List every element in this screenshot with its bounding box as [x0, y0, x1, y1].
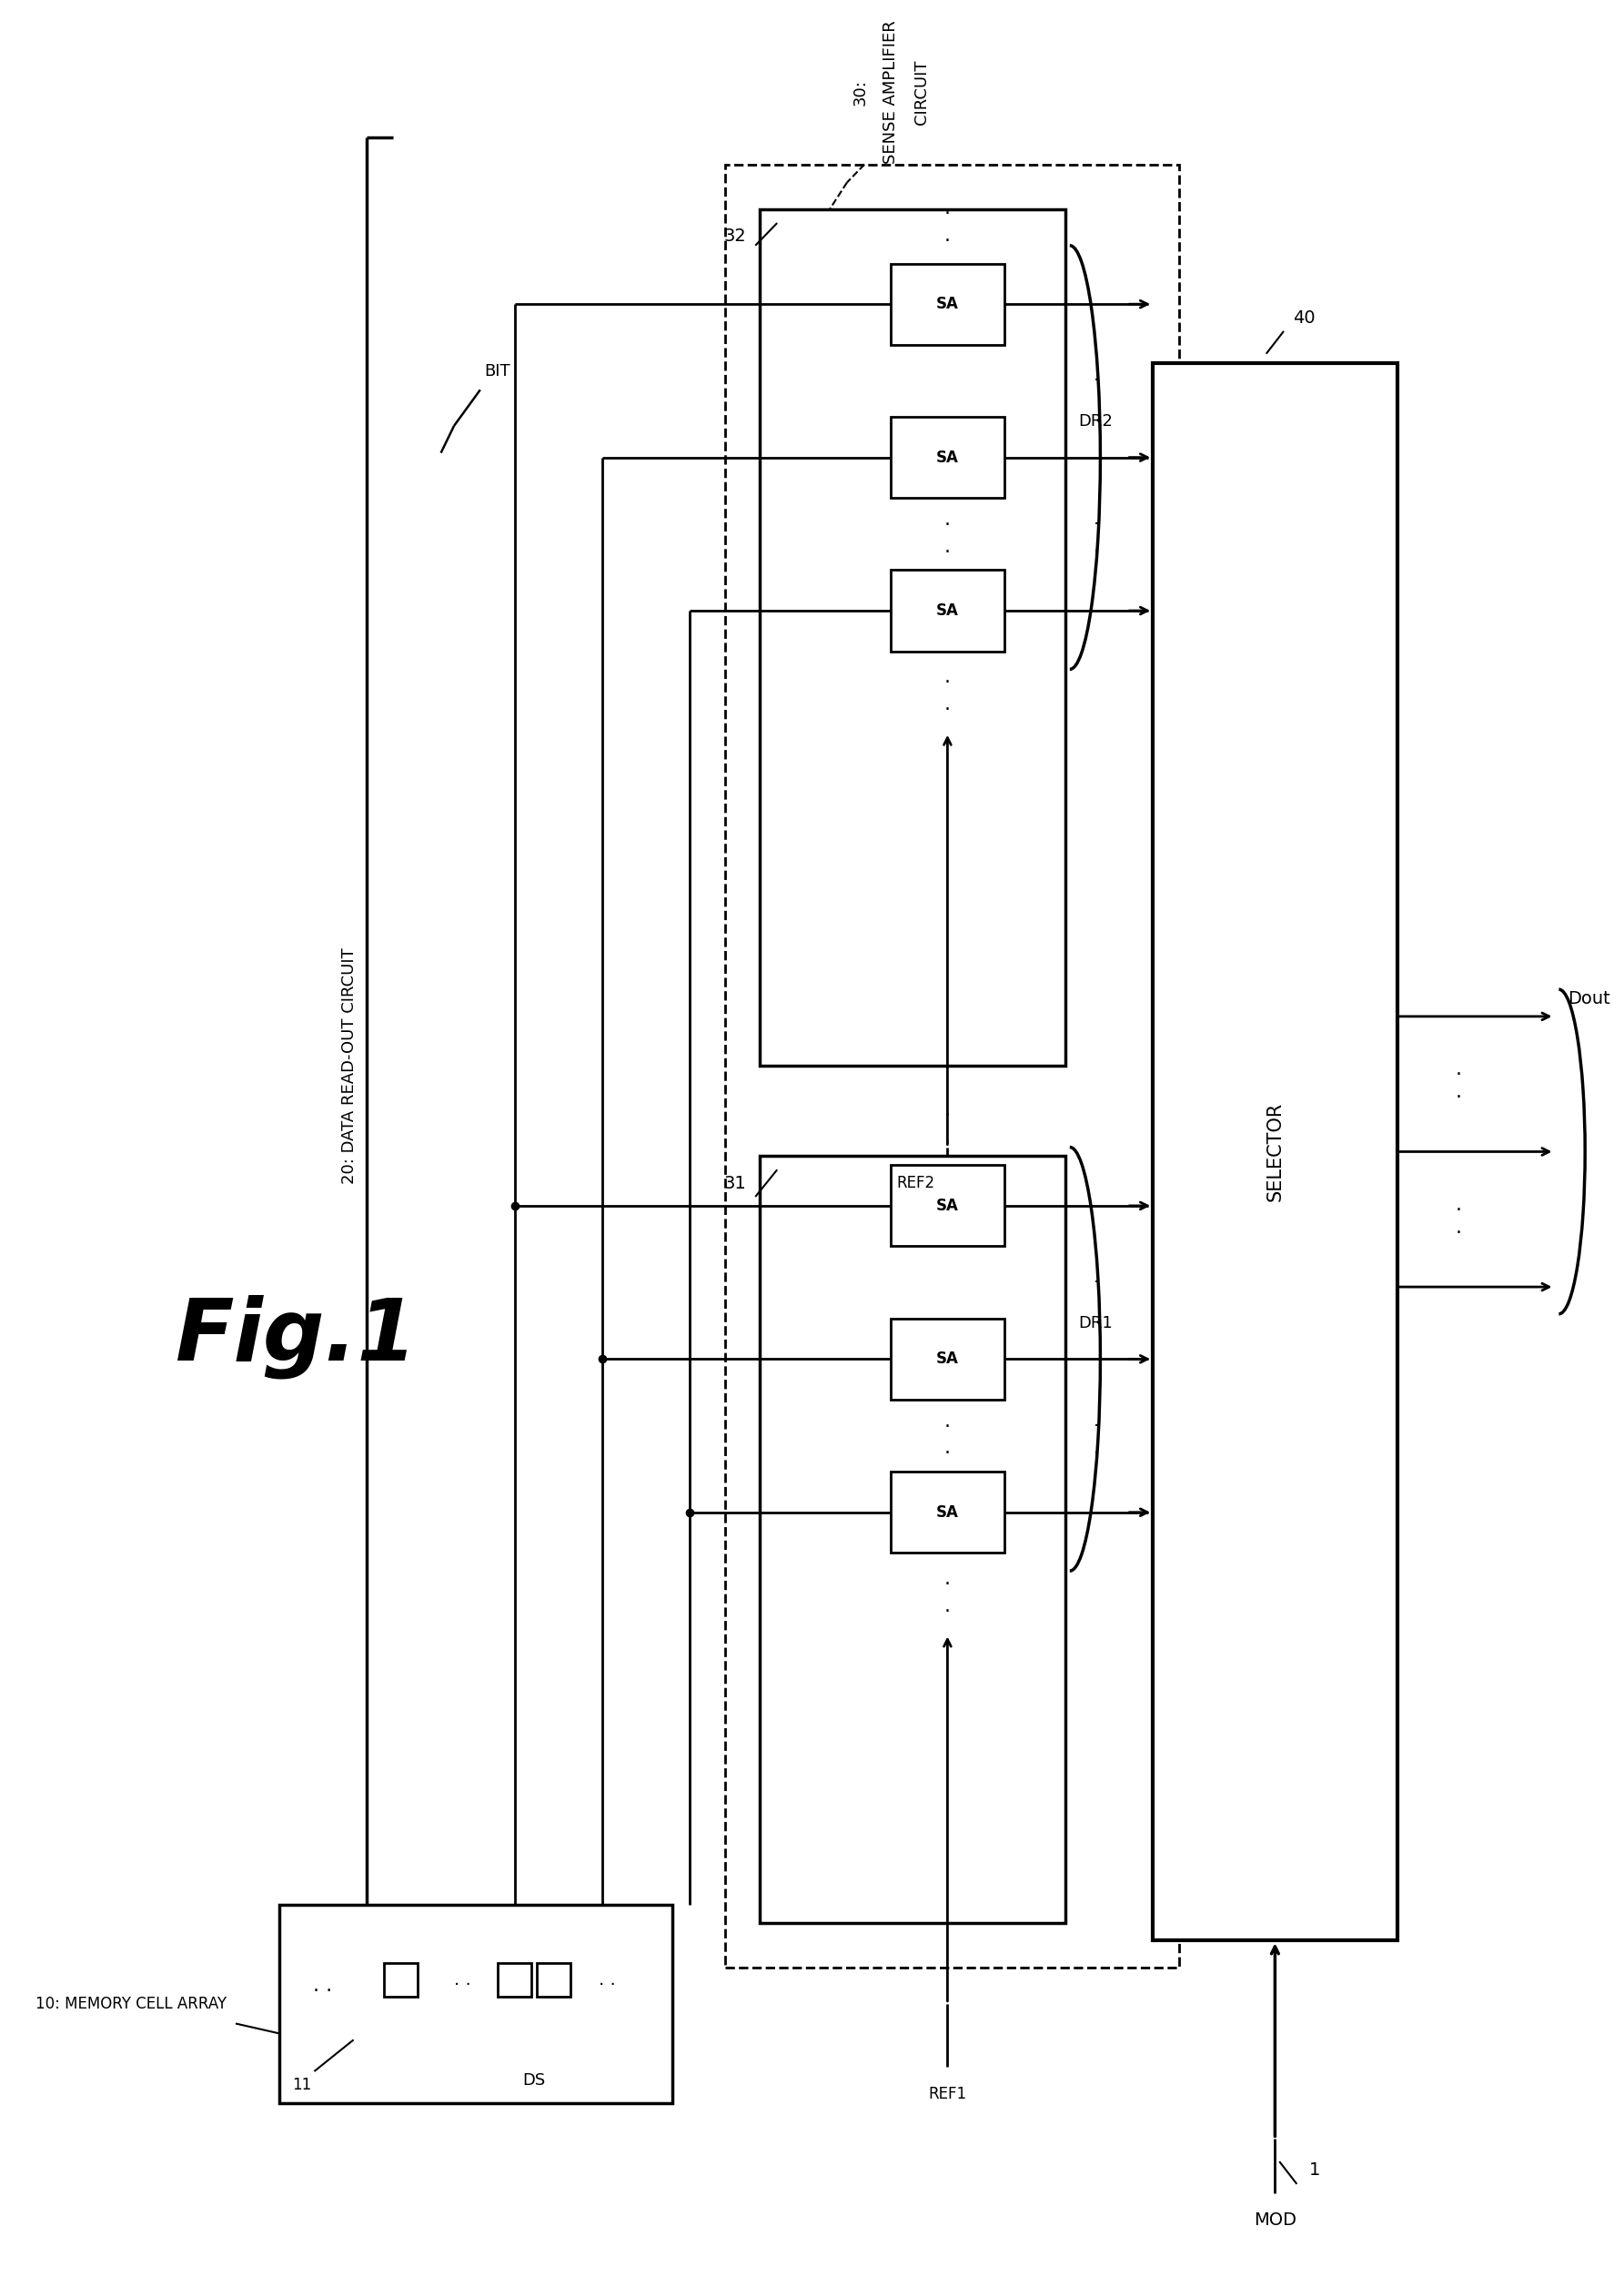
Text: ·: · [1093, 1274, 1099, 1292]
FancyBboxPatch shape [760, 1157, 1065, 1923]
Text: ·: · [1455, 1089, 1462, 1107]
Text: ·: · [601, 1352, 604, 1368]
Text: ·: · [687, 1505, 692, 1521]
Text: 1: 1 [1309, 2161, 1320, 2180]
Text: REF1: REF1 [929, 2086, 966, 2102]
Text: . .: . . [455, 1971, 471, 1987]
FancyBboxPatch shape [538, 1962, 570, 1997]
Text: ·: · [1455, 1066, 1462, 1084]
Text: ·: · [1455, 1201, 1462, 1219]
Text: SA: SA [935, 1505, 958, 1521]
Text: DR1: DR1 [1078, 1315, 1112, 1331]
FancyBboxPatch shape [497, 1962, 531, 1997]
Text: . .: . . [598, 1971, 615, 1987]
FancyBboxPatch shape [890, 1473, 1004, 1553]
Text: SENSE AMPLIFIER: SENSE AMPLIFIER [882, 21, 900, 165]
Text: 11: 11 [292, 2077, 312, 2093]
Text: ·: · [944, 1418, 950, 1436]
FancyBboxPatch shape [385, 1962, 417, 1997]
FancyBboxPatch shape [890, 416, 1004, 499]
Text: ·: · [944, 231, 950, 249]
Text: . .: . . [313, 1976, 333, 1994]
Text: ·: · [944, 1107, 950, 1125]
FancyBboxPatch shape [890, 1320, 1004, 1400]
Text: BIT: BIT [484, 364, 510, 380]
Text: ·: · [1093, 544, 1099, 560]
Text: SA: SA [935, 448, 958, 467]
Text: ·: · [1093, 1418, 1099, 1436]
FancyBboxPatch shape [890, 569, 1004, 652]
Text: ·: · [944, 1603, 950, 1621]
Text: 20: DATA READ-OUT CIRCUIT: 20: DATA READ-OUT CIRCUIT [341, 947, 357, 1185]
FancyBboxPatch shape [1153, 364, 1397, 1942]
Text: ·: · [1093, 517, 1099, 533]
FancyBboxPatch shape [890, 1164, 1004, 1246]
Text: ·: · [944, 700, 950, 718]
Text: 30:: 30: [853, 80, 869, 105]
Text: DR2: DR2 [1078, 414, 1112, 430]
Text: SA: SA [935, 1198, 958, 1214]
Text: 31: 31 [724, 1176, 747, 1192]
Text: DS: DS [523, 2072, 546, 2088]
FancyBboxPatch shape [890, 263, 1004, 345]
Text: ·: · [944, 1576, 950, 1594]
Text: Fig.1: Fig.1 [174, 1294, 417, 1379]
Text: ·: · [944, 517, 950, 535]
Text: Dout: Dout [1567, 990, 1609, 1006]
Text: CIRCUIT: CIRCUIT [913, 59, 929, 126]
FancyBboxPatch shape [760, 210, 1065, 1066]
Text: 10: MEMORY CELL ARRAY: 10: MEMORY CELL ARRAY [36, 1997, 227, 2013]
Text: ·: · [1455, 1224, 1462, 1242]
Text: ·: · [1093, 1445, 1099, 1461]
Text: ·: · [1093, 373, 1099, 389]
FancyBboxPatch shape [279, 1905, 672, 2102]
Text: SA: SA [935, 601, 958, 620]
Text: ·: · [944, 1134, 950, 1153]
Text: MOD: MOD [1254, 2212, 1296, 2230]
Text: ·: · [944, 1445, 950, 1464]
Text: REF2: REF2 [896, 1176, 934, 1192]
Text: SA: SA [935, 1352, 958, 1368]
Text: ·: · [944, 675, 950, 693]
Text: ·: · [944, 206, 950, 224]
Text: SA: SA [935, 295, 958, 313]
Text: SELECTOR: SELECTOR [1265, 1102, 1285, 1201]
Text: ·: · [944, 542, 950, 560]
Text: 40: 40 [1293, 309, 1315, 327]
Text: 32: 32 [724, 229, 747, 245]
